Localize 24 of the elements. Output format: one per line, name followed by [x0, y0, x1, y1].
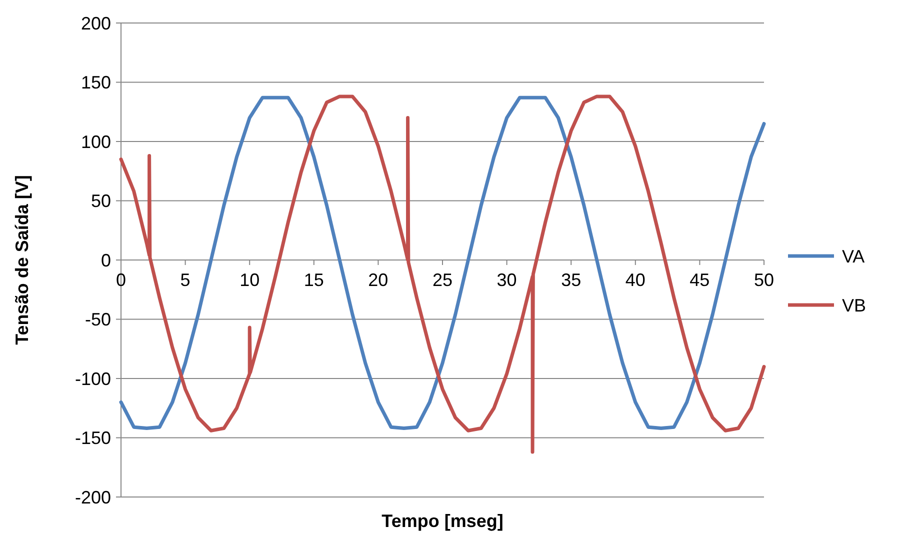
y-tick-label: 150: [80, 72, 111, 93]
y-tick-label: 0: [100, 250, 111, 270]
y-tick-label: -100: [74, 368, 111, 389]
x-tick-label: 10: [240, 270, 260, 290]
x-tick-label: 35: [561, 270, 582, 290]
y-tick-label: 200: [80, 13, 111, 34]
x-tick-label: 15: [304, 270, 324, 290]
legend-label: VA: [842, 246, 865, 266]
x-tick-label: 25: [432, 270, 453, 290]
x-tick-label: 0: [116, 270, 126, 290]
y-tick-label: 50: [90, 191, 111, 212]
y-tick-label: 100: [80, 132, 111, 152]
x-tick-label: 45: [690, 270, 710, 290]
legend-label: VB: [842, 295, 866, 316]
y-tick-label: -150: [74, 428, 111, 448]
x-tick-label: 40: [625, 270, 646, 290]
x-tick-label: 5: [180, 270, 190, 290]
x-tick-label: 20: [368, 270, 388, 290]
y-axis-title: Tensão de Saída [V]: [12, 175, 32, 345]
y-tick-label: -50: [84, 310, 111, 330]
x-tick-label: 50: [754, 270, 774, 290]
x-axis-title: Tempo [mseg]: [382, 511, 504, 531]
y-tick-label: -200: [74, 487, 111, 508]
x-tick-label: 30: [496, 270, 517, 290]
